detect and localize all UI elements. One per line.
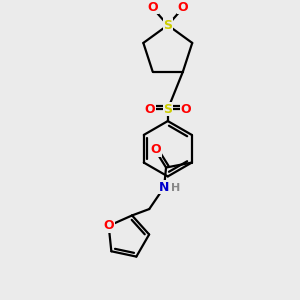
- Text: O: O: [151, 143, 161, 156]
- Text: O: O: [103, 219, 114, 232]
- Text: O: O: [180, 103, 191, 116]
- Text: O: O: [177, 1, 188, 14]
- Text: O: O: [148, 1, 158, 14]
- Text: N: N: [159, 181, 169, 194]
- Text: H: H: [171, 183, 181, 193]
- Text: S: S: [163, 19, 172, 32]
- Text: O: O: [145, 103, 155, 116]
- Text: S: S: [163, 103, 172, 116]
